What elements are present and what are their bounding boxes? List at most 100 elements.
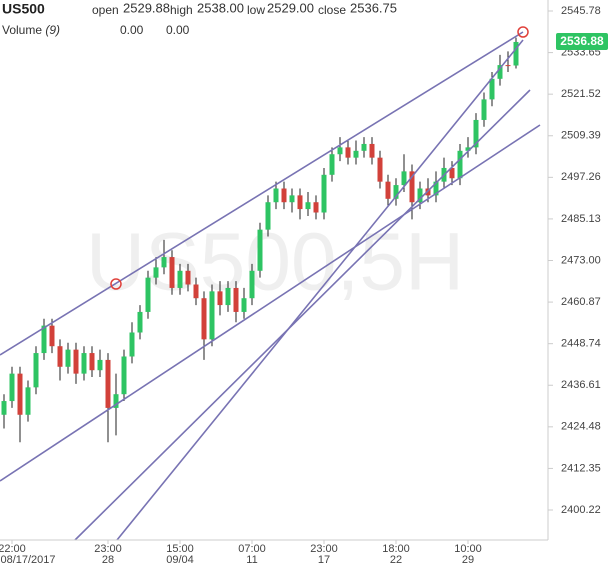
candle-body [353,150,359,158]
candle-body [33,353,39,388]
candle-body [129,332,135,357]
candle-body [385,181,391,199]
volume-value: 0.00 [166,23,190,37]
x-tick-label: 23:00 [94,543,122,555]
y-tick-label: 2448.74 [561,338,601,350]
candle-body [281,188,287,203]
y-tick-label: 2521.52 [561,88,601,100]
candle-body [417,188,423,203]
plot-area [1,37,519,443]
candle-body [265,202,271,230]
candle-body [113,394,119,408]
legend-value: 2529.88 [123,0,170,15]
legend-value: 2536.75 [350,0,397,15]
candle-body [161,257,167,268]
x-tick-label: 15:00 [166,543,194,555]
x-tick-date: 17 [318,554,330,566]
ohlc-legend: open 2529.88 high 2538.00 low 2529.00 close 253… [92,0,397,17]
x-tick-label: 10:00 [454,543,482,555]
candle-body [241,298,247,312]
candle-body [1,401,7,415]
candle-body [57,346,63,367]
volume-param: (9) [45,23,60,37]
y-tick-label: 2497.26 [561,171,601,183]
candle-body [41,325,47,354]
candle-body [481,99,487,120]
y-tick-label: 2460.87 [561,296,601,308]
candle-body [289,195,295,203]
y-tick-label: 2545.78 [561,5,601,17]
candle-body [377,157,383,182]
legend-label: low [247,3,265,17]
anchor-point [110,278,122,290]
x-tick-date: 22 [390,554,402,566]
volume-name: Volume [2,23,42,37]
candle-body [145,277,151,312]
candle-body [73,349,79,374]
candle-body [81,353,87,374]
candle-body [321,174,327,213]
volume-label: Volume (9) [2,23,60,37]
legend-value: 2529.00 [267,0,314,15]
candle-body [513,41,519,66]
candle-body [9,373,15,402]
price-tag-label: 2536.88 [560,34,604,48]
x-tick-label: 07:00 [238,543,266,555]
candle-body [401,171,407,186]
candle-body [361,143,367,151]
trend-line [0,31,524,356]
y-tick-label: 2400.22 [561,504,601,516]
x-tick-date: 28 [102,554,114,566]
candle-body [233,287,239,312]
candle-body [65,349,71,367]
candle-body [273,188,279,203]
candle-body [433,181,439,196]
candle-body [97,359,103,371]
candle-body [121,356,127,395]
y-tick-label: 2473.00 [561,254,601,266]
candle-body [49,325,55,347]
candle-body [369,143,375,158]
candle-body [297,195,303,210]
x-tick-date: 09/04 [166,554,194,566]
candle-body [169,257,175,288]
candle-body [137,311,143,333]
candle-body [209,291,215,340]
legend-label: close [318,3,346,17]
anchor-point [517,26,529,38]
watermark: US500,5H [86,217,464,308]
x-tick-label: 18:00 [382,543,410,555]
candle-body [457,150,463,179]
x-tick-date: 11 [246,554,257,566]
volume-value: 0.00 [120,23,144,37]
candle-body [105,359,111,408]
legend-label: open [92,3,119,17]
candle-body [153,267,159,278]
candle-body [193,284,199,299]
candle-body [25,387,31,415]
candle-body [393,185,399,199]
candle-body [89,353,95,371]
candle-body [409,171,415,203]
candle-body [17,373,23,415]
symbol: US500 [2,1,45,17]
x-tick-date: 29 [462,554,474,566]
candle-body [329,154,335,175]
candle-body [473,119,479,148]
candle-body [225,287,231,306]
candle-body [177,270,183,288]
candle-body [305,202,311,210]
candle-body [201,298,207,340]
candle-body [217,291,223,306]
y-tick-label: 2412.35 [561,462,601,474]
candle-body [313,202,319,213]
legend-value: 2538.00 [197,0,244,15]
y-tick-label: 2509.39 [561,130,601,142]
y-tick-label: 2485.13 [561,213,601,225]
candle-body [257,229,263,271]
x-tick-label: 23:00 [310,543,338,555]
y-tick-label: 2424.48 [561,421,601,433]
candle-body [505,65,511,67]
